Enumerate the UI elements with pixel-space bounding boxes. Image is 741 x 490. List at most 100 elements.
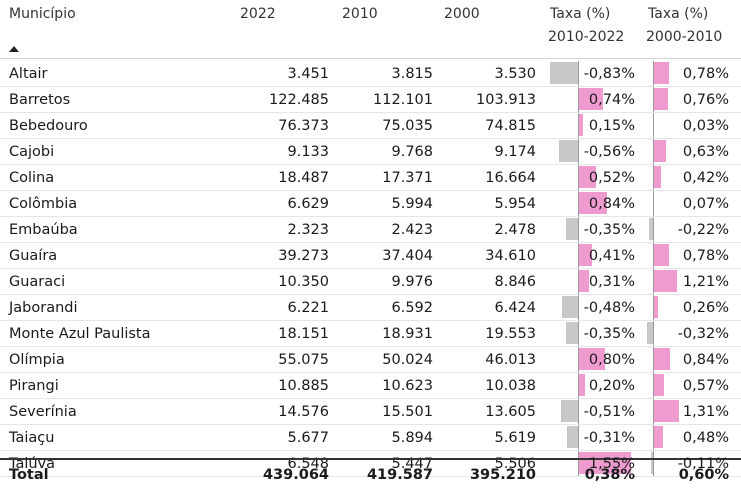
growth-bar-2010-2022 [578, 114, 584, 136]
growth-bar-2010-2022 [567, 426, 578, 448]
municipio-cell: Guaíra [9, 248, 58, 264]
col-header-2010[interactable]: 2010 [342, 6, 378, 22]
pop-2000-cell: 2.478 [494, 222, 536, 238]
taxa-2000-2010-cell: 0,57% [682, 378, 729, 394]
growth-bar-2000-2010 [648, 218, 653, 240]
bar-axis-line [578, 295, 579, 320]
pop-2000-cell: 46.013 [485, 352, 536, 368]
total-2000: 395.210 [469, 467, 536, 483]
table-row[interactable]: Colina 18.487 17.371 16.664 0,52% 0,42% [0, 165, 741, 191]
municipio-cell: Severínia [9, 404, 77, 420]
municipio-cell: Jaborandi [9, 300, 78, 316]
bar-axis-line [653, 217, 654, 242]
pop-2000-cell: 9.174 [494, 144, 536, 160]
pop-2000-cell: 6.424 [494, 300, 536, 316]
bar-axis-line [653, 87, 654, 112]
table-row[interactable]: Barretos 122.485 112.101 103.913 0,74% 0,76% [0, 87, 741, 113]
col-header-taxa-2010-2022-period: 2010-2022 [548, 29, 625, 45]
col-header-taxa-2010-2022[interactable]: Taxa (%) [550, 6, 611, 22]
bar-axis-line [578, 217, 579, 242]
pop-2000-cell: 5.954 [494, 196, 536, 212]
table-row[interactable]: Severínia 14.576 15.501 13.605 -0,51% 1,31% [0, 399, 741, 425]
col-header-2000[interactable]: 2000 [444, 6, 480, 22]
municipio-cell: Guaraci [9, 274, 66, 290]
table-row[interactable]: Cajobi 9.133 9.768 9.174 -0,56% 0,63% [0, 139, 741, 165]
bar-axis-line [653, 347, 654, 372]
growth-bar-2000-2010 [653, 166, 662, 188]
bar-axis-line [578, 191, 579, 216]
bar-axis-line [653, 425, 654, 450]
table-row[interactable]: Jaborandi 6.221 6.592 6.424 -0,48% 0,26% [0, 295, 741, 321]
pop-2010-cell: 37.404 [382, 248, 433, 264]
total-2022: 439.064 [262, 467, 329, 483]
table-row[interactable]: Olímpia 55.075 50.024 46.013 0,80% 0,84% [0, 347, 741, 373]
table-row[interactable]: Taiaçu 5.677 5.894 5.619 -0,31% 0,48% [0, 425, 741, 451]
municipio-cell: Taiúva [9, 456, 56, 472]
pop-2000-cell: 3.530 [494, 66, 536, 82]
pop-2022-cell: 9.133 [287, 144, 329, 160]
pop-2010-cell: 112.101 [373, 92, 433, 108]
col-header-municipio[interactable]: Município [9, 6, 76, 22]
growth-bar-2010-2022 [558, 140, 578, 162]
bar-axis-line [578, 139, 579, 164]
taxa-2010-2022-cell: -0,31% [583, 430, 635, 446]
taxa-2010-2022-cell: -0,51% [583, 404, 635, 420]
table-row[interactable]: Guaíra 39.273 37.404 34.610 0,41% 0,78% [0, 243, 741, 269]
growth-bar-2010-2022 [578, 192, 607, 214]
sort-ascending-icon[interactable] [9, 46, 19, 52]
pop-2010-cell: 17.371 [382, 170, 433, 186]
pop-2000-cell: 103.913 [476, 92, 536, 108]
growth-bar-2000-2010 [653, 374, 665, 396]
pop-2010-cell: 10.623 [382, 378, 433, 394]
table-row[interactable]: Bebedouro 76.373 75.035 74.815 0,15% 0,03% [0, 113, 741, 139]
table-body: Altair 3.451 3.815 3.530 -0,83% 0,78% Barretos… [0, 61, 741, 477]
pop-2010-cell: 50.024 [382, 352, 433, 368]
pop-2022-cell: 10.350 [278, 274, 329, 290]
bar-axis-line [578, 399, 579, 424]
bar-axis-line [578, 165, 579, 190]
table-row[interactable]: Altair 3.451 3.815 3.530 -0,83% 0,78% [0, 61, 741, 87]
growth-bar-2010-2022 [578, 88, 604, 110]
pop-2022-cell: 6.221 [287, 300, 329, 316]
pop-2022-cell: 122.485 [269, 92, 329, 108]
total-row: Total 439.064 419.587 395.210 0,38% 0,60… [0, 458, 741, 490]
table-row[interactable]: Colômbia 6.629 5.994 5.954 0,84% 0,07% [0, 191, 741, 217]
pop-2000-cell: 5.619 [494, 430, 536, 446]
bar-axis-line [653, 113, 654, 138]
bar-axis-line [578, 321, 579, 346]
col-header-taxa-2000-2010[interactable]: Taxa (%) [648, 6, 709, 22]
taxa-2010-2022-cell: 0,74% [588, 92, 635, 108]
table-row[interactable]: Monte Azul Paulista 18.151 18.931 19.553 -0,… [0, 321, 741, 347]
growth-bar-2010-2022 [566, 218, 578, 240]
bar-axis-line [653, 61, 654, 86]
table-row[interactable]: Pirangi 10.885 10.623 10.038 0,20% 0,57% [0, 373, 741, 399]
pop-2022-cell: 18.151 [278, 326, 329, 342]
bar-axis-line [653, 139, 654, 164]
pop-2010-cell: 9.768 [391, 144, 433, 160]
bar-axis-line [653, 373, 654, 398]
taxa-2000-2010-cell: 0,78% [682, 248, 729, 264]
pop-2022-cell: 10.885 [278, 378, 329, 394]
growth-bar-2010-2022 [578, 166, 596, 188]
taxa-2010-2022-cell: 0,31% [588, 274, 635, 290]
table-row[interactable]: Embaúba 2.323 2.423 2.478 -0,35% -0,22% [0, 217, 741, 243]
bar-axis-line [578, 373, 579, 398]
pop-2010-cell: 75.035 [382, 118, 433, 134]
pop-2022-cell: 76.373 [278, 118, 329, 134]
total-2010: 419.587 [366, 467, 433, 483]
col-header-taxa-2000-2010-period: 2000-2010 [646, 29, 723, 45]
bar-axis-line [653, 191, 654, 216]
pop-2000-cell: 5.506 [494, 456, 536, 472]
pop-2022-cell: 6.548 [287, 456, 329, 472]
growth-bar-2000-2010 [650, 452, 653, 474]
growth-bar-2010-2022 [578, 452, 631, 474]
pop-2000-cell: 8.846 [494, 274, 536, 290]
taxa-2010-2022-cell: 0,52% [588, 170, 635, 186]
table-row[interactable]: Guaraci 10.350 9.976 8.846 0,31% 1,21% [0, 269, 741, 295]
table-row[interactable]: Taiúva 6.548 5.447 5.506 1,55% -0,11% [0, 451, 741, 477]
taxa-2000-2010-cell: 0,26% [682, 300, 729, 316]
taxa-2000-2010-cell: -0,11% [677, 456, 729, 472]
col-header-2022[interactable]: 2022 [240, 6, 276, 22]
growth-bar-2010-2022 [560, 400, 578, 422]
